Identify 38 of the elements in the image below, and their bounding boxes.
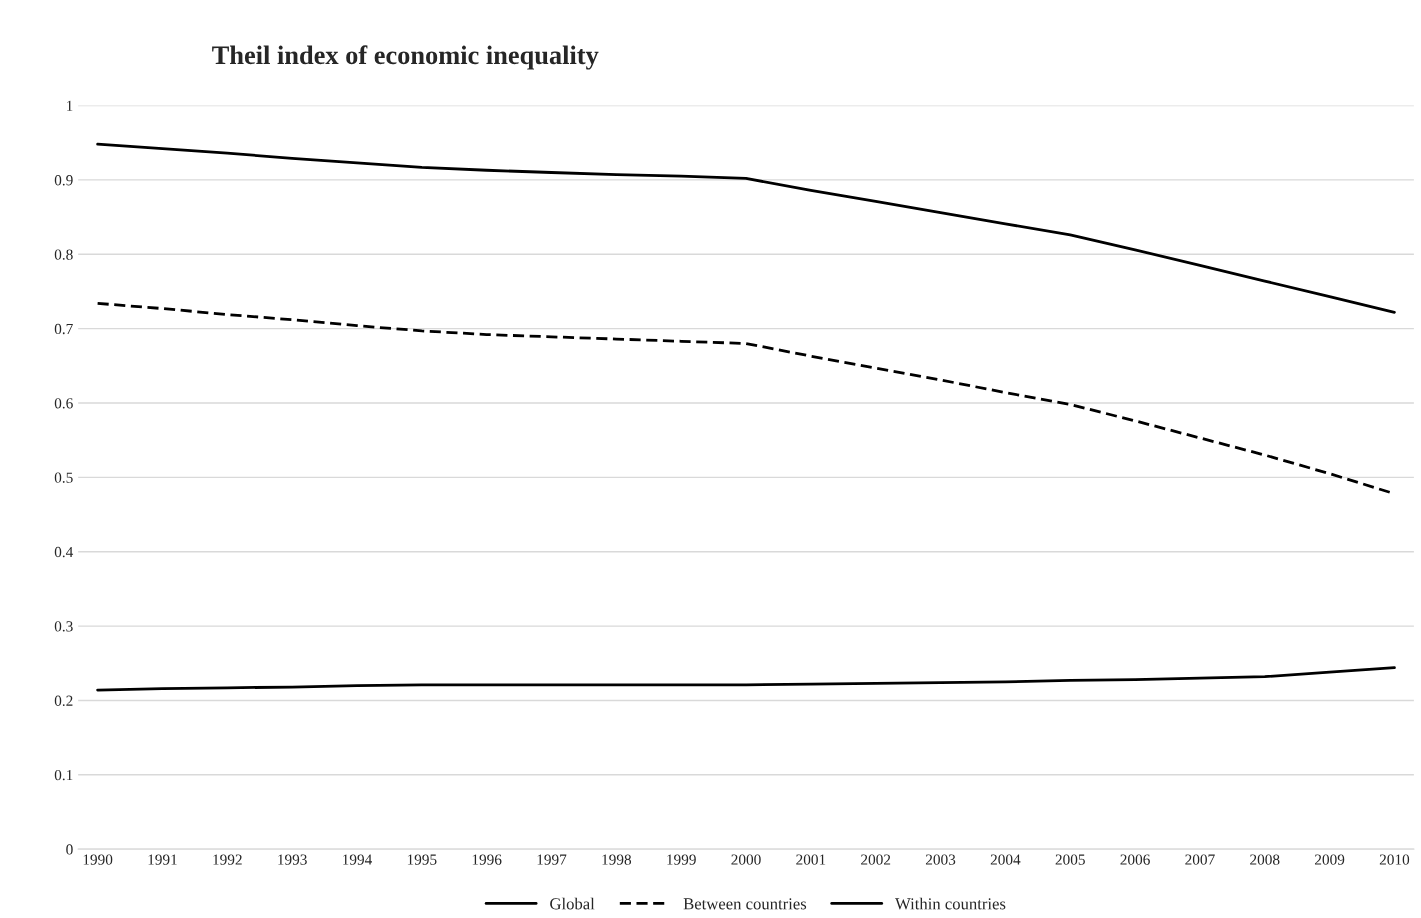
x-tick-label: 2006 bbox=[1120, 854, 1150, 865]
y-tick-label: 0.9 bbox=[54, 175, 73, 186]
y-tick-label: 0.2 bbox=[54, 695, 73, 706]
x-tick-label: 2003 bbox=[925, 854, 956, 865]
line-series bbox=[96, 142, 1396, 314]
y-tick-label: 0 bbox=[66, 844, 73, 855]
x-tick-label: 1995 bbox=[407, 854, 437, 865]
x-tick-label: 2000 bbox=[731, 854, 761, 865]
x-tick-label: 1994 bbox=[343, 854, 373, 865]
x-tick-label: 2007 bbox=[1185, 854, 1215, 865]
x-tick-label: 2002 bbox=[861, 854, 891, 865]
x-tick-label: 1991 bbox=[148, 854, 177, 865]
y-tick-label: 0.7 bbox=[54, 323, 73, 335]
x-tick-label: 2010 bbox=[1379, 854, 1410, 865]
legend-label: Within countries bbox=[895, 897, 1006, 910]
y-tick-label: 0.3 bbox=[54, 621, 73, 632]
x-tick-label: 1996 bbox=[472, 854, 502, 865]
y-tick-label: 0.5 bbox=[54, 472, 73, 483]
x-tick-label: 2005 bbox=[1055, 854, 1085, 865]
y-tick-label: 0.1 bbox=[54, 769, 73, 781]
legend-label: Between countries bbox=[683, 898, 807, 910]
x-tick-label: 2004 bbox=[990, 854, 1021, 865]
x-tick-label: 1997 bbox=[537, 854, 567, 865]
x-tick-label: 2008 bbox=[1250, 854, 1280, 865]
x-tick-label: 2009 bbox=[1314, 854, 1345, 865]
x-tick-label: 1990 bbox=[83, 854, 113, 865]
x-tick-label: 1999 bbox=[667, 854, 696, 865]
chart-title: Theil index of economic inequality bbox=[212, 45, 599, 70]
x-tick-label: 1998 bbox=[602, 854, 632, 865]
x-tick-label: 1993 bbox=[278, 854, 307, 865]
y-tick-label: 0.4 bbox=[54, 546, 74, 558]
y-tick-label: 0.6 bbox=[54, 398, 73, 409]
line-series bbox=[96, 666, 1396, 692]
x-tick-label: 1992 bbox=[213, 854, 242, 865]
x-tick-label: 2001 bbox=[796, 854, 826, 865]
y-tick-label: 0.8 bbox=[54, 249, 73, 260]
y-tick-label: 1 bbox=[67, 100, 73, 111]
legend-label: Global bbox=[550, 897, 595, 910]
